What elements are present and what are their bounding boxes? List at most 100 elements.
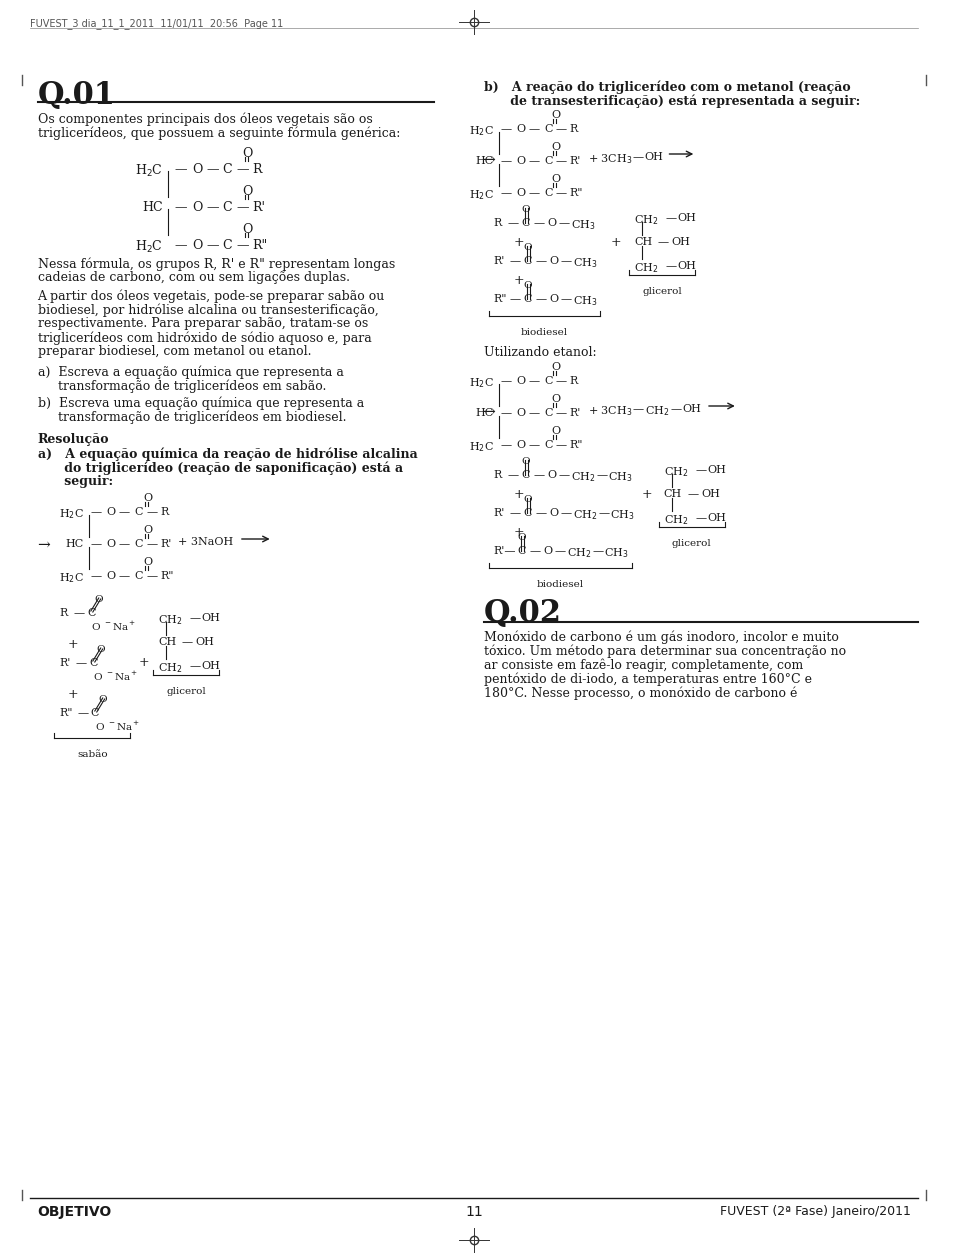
Text: —: —	[91, 539, 102, 549]
Text: O: O	[243, 185, 253, 198]
Text: FUVEST (2ª Fase) Janeiro/2011: FUVEST (2ª Fase) Janeiro/2011	[720, 1205, 910, 1217]
Text: —: —	[633, 404, 644, 414]
Text: —: —	[501, 188, 512, 198]
Text: +: +	[514, 488, 524, 501]
Text: HC: HC	[142, 201, 163, 214]
Text: +: +	[514, 235, 524, 249]
Text: O $^-$Na$^+$: O $^-$Na$^+$	[93, 670, 138, 684]
Text: CH$_2$: CH$_2$	[566, 546, 591, 560]
Text: OH: OH	[645, 152, 663, 162]
Text: R": R"	[60, 708, 73, 718]
Text: O: O	[243, 147, 253, 160]
Text: CH$_3$: CH$_3$	[573, 295, 597, 307]
Text: C: C	[544, 188, 553, 198]
Text: O: O	[193, 201, 203, 214]
Text: CH$_3$: CH$_3$	[611, 507, 635, 521]
Text: OH: OH	[678, 213, 696, 223]
Text: O: O	[523, 495, 532, 504]
Text: O: O	[516, 123, 525, 133]
Text: O: O	[107, 572, 116, 580]
Text: —: —	[75, 658, 86, 669]
Text: R: R	[160, 507, 168, 517]
Text: —: —	[598, 507, 610, 517]
Text: —: —	[91, 507, 102, 517]
Text: biodiesel: biodiesel	[537, 580, 584, 589]
Text: A partir dos óleos vegetais, pode-se preparar sabão ou: A partir dos óleos vegetais, pode-se pre…	[37, 290, 385, 302]
Text: —: —	[528, 123, 540, 133]
Text: —: —	[533, 218, 544, 228]
Text: O: O	[107, 507, 116, 517]
Text: O: O	[517, 533, 526, 543]
Text: —: —	[665, 213, 677, 223]
Text: C: C	[222, 201, 231, 214]
Text: —: —	[118, 572, 130, 580]
Text: + 3NaOH: + 3NaOH	[178, 538, 233, 546]
Text: Nessa fórmula, os grupos R, R' e R" representam longas: Nessa fórmula, os grupos R, R' e R" repr…	[37, 257, 395, 271]
Text: —: —	[501, 123, 512, 133]
Text: R": R"	[252, 239, 267, 252]
Text: Os componentes principais dos óleos vegetais são os: Os componentes principais dos óleos vege…	[37, 112, 372, 126]
Text: C: C	[134, 507, 143, 517]
Text: OH: OH	[678, 261, 696, 271]
Text: O: O	[243, 223, 253, 235]
Text: O: O	[95, 596, 104, 604]
Text: C: C	[89, 658, 97, 669]
Text: R': R'	[60, 658, 71, 669]
Text: OH: OH	[708, 512, 726, 522]
Text: Q.01: Q.01	[37, 81, 115, 111]
Text: R: R	[60, 608, 67, 618]
Text: H$_2$C: H$_2$C	[135, 162, 163, 179]
Text: +: +	[611, 235, 621, 249]
Text: +: +	[642, 488, 653, 501]
Text: transformação de triglicerídeos em sabão.: transformação de triglicerídeos em sabão…	[37, 379, 325, 393]
Text: —: —	[687, 488, 699, 499]
Text: C: C	[544, 376, 553, 387]
Text: O: O	[97, 645, 106, 653]
Text: O $^-$Na$^+$: O $^-$Na$^+$	[95, 720, 140, 733]
Text: C: C	[134, 539, 143, 549]
Text: FUVEST_3 dia_11_1_2011  11/01/11  20:56  Page 11: FUVEST_3 dia_11_1_2011 11/01/11 20:56 Pa…	[30, 18, 283, 29]
Text: —: —	[206, 201, 219, 214]
Text: —: —	[556, 408, 567, 418]
Text: O: O	[193, 162, 203, 176]
Text: ar consiste em fazê-lo reagir, completamente, com: ar consiste em fazê-lo reagir, completam…	[484, 658, 804, 671]
Text: —: —	[508, 470, 518, 480]
Text: + 3CH$_3$: + 3CH$_3$	[588, 404, 632, 418]
Text: C: C	[91, 708, 99, 718]
Text: —: —	[175, 162, 187, 176]
Text: CH$_2$: CH$_2$	[571, 470, 595, 483]
Text: —: —	[529, 546, 540, 556]
Text: C: C	[544, 408, 553, 418]
Text: Monóxido de carbono é um gás inodoro, incolor e muito: Monóxido de carbono é um gás inodoro, in…	[484, 630, 839, 643]
Text: —: —	[501, 156, 512, 166]
Text: glicerol: glicerol	[672, 539, 711, 548]
Text: O: O	[551, 394, 561, 404]
Text: C: C	[523, 507, 532, 517]
Text: O: O	[551, 426, 561, 436]
Text: —: —	[592, 546, 604, 556]
Text: +: +	[138, 656, 149, 669]
Text: —: —	[118, 539, 130, 549]
Text: C: C	[521, 218, 530, 228]
Text: CH$_3$: CH$_3$	[609, 470, 633, 483]
Text: —: —	[146, 572, 157, 580]
Text: —: —	[510, 295, 520, 303]
Text: —: —	[556, 123, 567, 133]
Text: —: —	[559, 470, 570, 480]
Text: do triglicerídeo (reação de saponificação) está a: do triglicerídeo (reação de saponificaçã…	[37, 461, 402, 475]
Text: —: —	[536, 256, 546, 266]
Text: —: —	[695, 512, 707, 522]
Text: —: —	[536, 507, 546, 517]
Text: —: —	[533, 470, 544, 480]
Text: CH: CH	[158, 637, 177, 647]
Text: R': R'	[570, 156, 581, 166]
Text: —: —	[528, 188, 540, 198]
Text: CH$_2$: CH$_2$	[663, 465, 688, 478]
Text: —: —	[556, 376, 567, 387]
Text: C: C	[544, 156, 553, 166]
Text: C: C	[517, 546, 526, 556]
Text: —: —	[556, 156, 567, 166]
Text: HC: HC	[475, 156, 493, 166]
Text: H$_2$C: H$_2$C	[135, 239, 163, 256]
Text: O: O	[144, 525, 153, 535]
